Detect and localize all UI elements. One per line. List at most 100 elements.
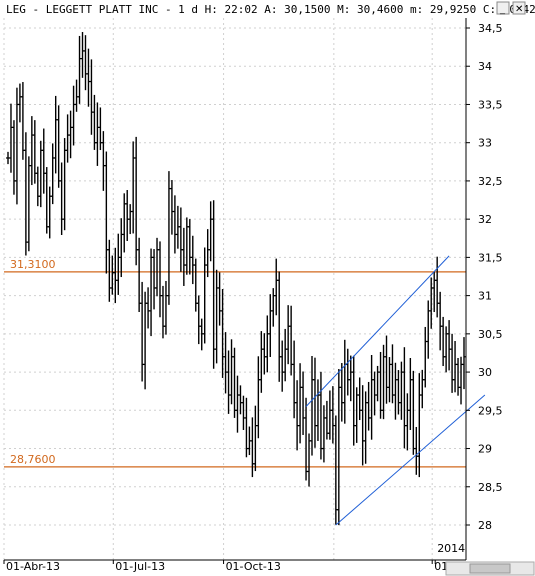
price-bars xyxy=(6,32,466,526)
ohlc-bar xyxy=(447,320,452,371)
ohlc-bar xyxy=(92,94,97,150)
ohlc-bar xyxy=(65,114,70,163)
ohlc-bar xyxy=(208,201,213,262)
chart-title: LEG - LEGGETT PLATT INC - 1 d H: 22:02 A… xyxy=(6,3,535,16)
ohlc-bar xyxy=(348,355,353,402)
ohlc-bar xyxy=(372,371,377,416)
y-tick-label: 33,5 xyxy=(478,98,503,111)
ohlc-bar xyxy=(158,241,162,318)
ohlc-bar xyxy=(375,365,380,402)
x-tick-label: 2014 xyxy=(437,542,465,555)
ohlc-bar xyxy=(217,272,222,326)
y-tick-label: 30,5 xyxy=(478,328,503,341)
ohlc-bar xyxy=(369,354,374,440)
ohlc-bar xyxy=(44,167,49,234)
ohlc-bar xyxy=(435,256,440,318)
ohlc-bar xyxy=(420,369,425,409)
window-buttons: _ ✕ xyxy=(496,1,526,15)
ohlc-bar xyxy=(414,426,419,475)
ohlc-bar xyxy=(253,405,258,472)
x-tick-label: 01-Abr-13 xyxy=(6,560,60,573)
ohlc-bar xyxy=(408,358,413,430)
close-button[interactable] xyxy=(512,1,526,15)
ohlc-bar xyxy=(53,95,58,174)
ohlc-bar xyxy=(113,247,118,304)
ohlc-bar xyxy=(107,239,112,302)
ohlc-bar xyxy=(101,131,106,191)
y-tick-label: 29 xyxy=(478,443,492,456)
ohlc-bar xyxy=(405,393,410,451)
ohlc-bar xyxy=(202,247,207,344)
ohlc-bar xyxy=(8,103,13,173)
ohlc-bar xyxy=(241,395,246,430)
ohlc-bar xyxy=(250,417,255,478)
ohlc-bar xyxy=(378,351,383,419)
ohlc-bar xyxy=(166,171,171,305)
y-tick-label: 32,5 xyxy=(478,175,503,188)
ohlc-bar xyxy=(450,333,455,393)
y-tick-label: 34,5 xyxy=(478,22,503,35)
ohlc-bar xyxy=(184,217,189,275)
ohlc-bar xyxy=(268,294,273,357)
ohlc-bar xyxy=(384,335,389,404)
ohlc-bar xyxy=(351,355,356,446)
ohlc-bar xyxy=(342,339,347,424)
ohlc-bar xyxy=(426,300,431,359)
ohlc-bar xyxy=(14,87,19,205)
y-tick-label: 30 xyxy=(478,366,492,379)
ohlc-bar xyxy=(235,375,240,433)
ohlc-bar xyxy=(423,326,428,388)
y-tick-label: 32 xyxy=(478,213,492,226)
ohlc-bar xyxy=(35,166,40,207)
ohlc-bar xyxy=(271,288,276,327)
x-axis: 01-Abr-13 01-Jul-13 01-Oct-13 01-2014 xyxy=(3,542,465,573)
ohlc-bar xyxy=(86,48,91,107)
ohlc-bar xyxy=(152,249,157,310)
channel-upper-line xyxy=(305,255,450,407)
ohlc-bar xyxy=(119,218,124,278)
ohlc-bar xyxy=(169,180,174,235)
ohlc-bar xyxy=(187,219,192,275)
ohlc-bar xyxy=(41,128,46,194)
ohlc-bar xyxy=(354,387,359,443)
ohlc-bar xyxy=(95,102,100,166)
ohlc-bar xyxy=(214,269,219,364)
title-bar xyxy=(0,0,535,18)
close-icon: ✕ xyxy=(515,4,523,15)
ohlc-bar xyxy=(104,151,109,274)
ohlc-bar xyxy=(199,318,204,351)
horizontal-scrollbar[interactable] xyxy=(445,561,535,576)
ohlc-bar xyxy=(366,381,371,431)
ohlc-bar xyxy=(393,362,398,420)
minimize-button[interactable] xyxy=(496,1,510,15)
ohlc-bar xyxy=(333,415,338,525)
ohlc-bar xyxy=(280,340,285,392)
ohlc-bar xyxy=(357,377,362,421)
ohlc-bar xyxy=(411,370,416,455)
ohlc-bar xyxy=(11,120,16,195)
ohlc-bar xyxy=(360,385,365,466)
y-tick-label: 28,5 xyxy=(478,481,503,494)
ohlc-bar xyxy=(402,347,407,449)
ohlc-bar xyxy=(163,280,168,335)
ohlc-bar xyxy=(29,116,34,186)
ohlc-bar xyxy=(292,340,297,419)
trend-channel xyxy=(305,255,486,526)
ohlc-bar xyxy=(399,361,404,420)
y-tick-label: 29,5 xyxy=(478,404,503,417)
ohlc-bar xyxy=(172,195,177,254)
y-tick-label: 31,5 xyxy=(478,251,503,264)
ohlc-bar xyxy=(134,136,139,266)
scrollbar-thumb[interactable] xyxy=(469,563,511,574)
level-label: 28,7600 xyxy=(10,453,56,466)
ohlc-bar xyxy=(98,107,103,151)
ohlc-bar xyxy=(59,162,64,236)
ohlc-bar xyxy=(32,120,37,184)
ohlc-bar xyxy=(128,204,133,235)
ohlc-bar xyxy=(283,328,288,382)
ohlc-bar xyxy=(190,235,195,285)
ohlc-bar xyxy=(274,258,279,316)
ohlc-bar xyxy=(205,229,210,278)
minimize-icon: _ xyxy=(499,4,506,15)
ohlc-bar xyxy=(301,371,306,435)
